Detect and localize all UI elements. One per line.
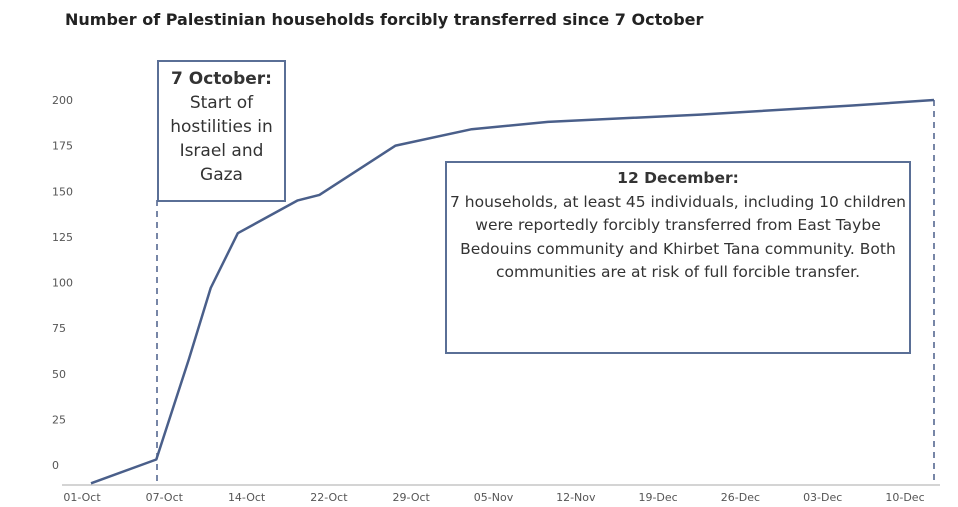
annotation-12-december-title: 12 December: [617, 169, 739, 187]
y-tick-label: 175 [52, 140, 73, 153]
x-tick-label: 19-Dec [638, 491, 677, 504]
annotation-7-october-text: Start of hostilities in Israel and Gaza [170, 93, 273, 185]
x-tick-label: 05-Nov [474, 491, 514, 504]
x-tick-label: 12-Nov [556, 491, 596, 504]
x-tick-label: 03-Dec [803, 491, 842, 504]
x-tick-label: 22-Oct [310, 491, 348, 504]
x-tick-label: 01-Oct [63, 491, 101, 504]
x-tick-label: 07-Oct [146, 491, 184, 504]
y-tick-label: 75 [52, 322, 66, 335]
y-tick-label: 25 [52, 413, 66, 426]
x-tick-label: 14-Oct [228, 491, 266, 504]
y-tick-label: 200 [52, 94, 73, 107]
annotation-7-october: 7 October: Start of hostilities in Israe… [157, 60, 286, 202]
y-tick-label: 0 [52, 459, 59, 472]
x-tick-label: 29-Oct [393, 491, 431, 504]
x-axis-ticks: 01-Oct 07-Oct 14-Oct 22-Oct 29-Oct 05-Nov 12-N… [63, 491, 924, 504]
chart-title: Number of Palestinian households forcibl… [65, 10, 704, 29]
y-tick-label: 150 [52, 185, 73, 198]
x-tick-label: 26-Dec [721, 491, 760, 504]
y-axis-ticks: 0 25 50 75 100 125 150 175 200 [52, 94, 73, 472]
annotation-12-december-text: 7 households, at least 45 individuals, i… [450, 192, 906, 282]
x-tick-label: 10-Dec [885, 491, 924, 504]
series-line [90, 98, 935, 485]
y-tick-label: 50 [52, 368, 66, 381]
y-tick-label: 100 [52, 277, 73, 290]
annotation-7-october-title: 7 October: [171, 69, 272, 89]
y-tick-label: 125 [52, 231, 73, 244]
annotation-12-december: 12 December: 7 households, at least 45 i… [445, 161, 911, 354]
